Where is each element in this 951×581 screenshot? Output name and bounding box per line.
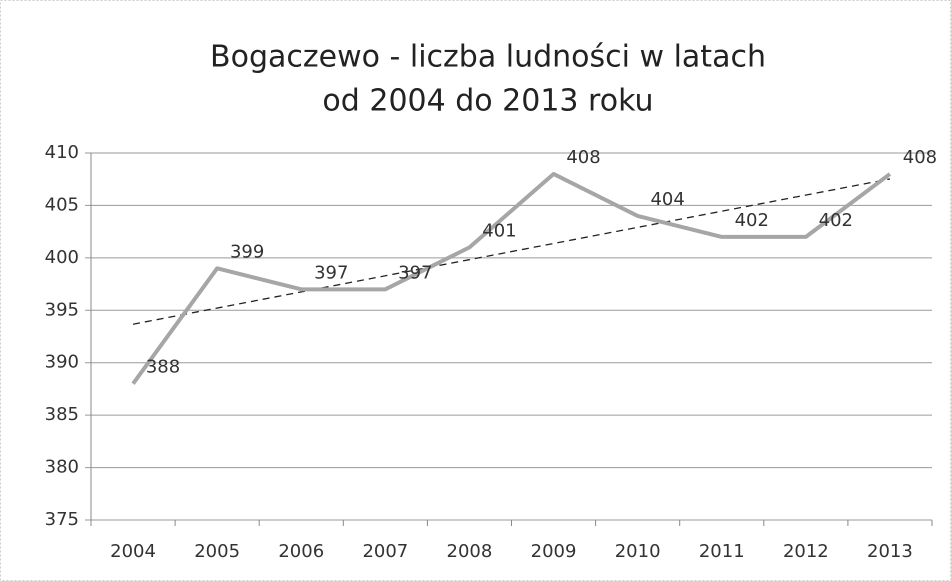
x-tick-label: 2009 — [531, 541, 577, 562]
y-tick-label: 395 — [45, 299, 79, 320]
x-tick-label: 2008 — [447, 541, 493, 562]
data-label: 397 — [314, 262, 348, 283]
chart-title: Bogaczewo - liczba ludności w latach — [210, 40, 766, 75]
y-tick-label: 400 — [45, 247, 79, 268]
y-tick-label: 375 — [45, 509, 79, 530]
y-tick-label: 385 — [45, 404, 79, 425]
data-label: 397 — [398, 262, 432, 283]
data-label: 402 — [735, 210, 769, 231]
x-tick-label: 2005 — [194, 541, 240, 562]
data-label: 401 — [482, 220, 516, 241]
x-tick-label: 2013 — [867, 541, 913, 562]
data-label: 404 — [650, 189, 684, 210]
data-label: 388 — [146, 357, 180, 378]
y-tick-label: 380 — [45, 457, 79, 478]
data-label: 399 — [230, 241, 264, 262]
data-label: 402 — [819, 210, 853, 231]
x-tick-label: 2012 — [783, 541, 829, 562]
x-tick-label: 2011 — [699, 541, 745, 562]
trend-line — [132, 178, 891, 325]
x-tick-label: 2004 — [110, 541, 156, 562]
y-tick-label: 405 — [45, 194, 79, 215]
chart-title: od 2004 do 2013 roku — [322, 84, 653, 119]
x-tick-label: 2006 — [278, 541, 324, 562]
data-label: 408 — [903, 147, 937, 168]
data-label: 408 — [566, 147, 600, 168]
x-tick-label: 2007 — [362, 541, 408, 562]
x-tick-label: 2010 — [615, 541, 661, 562]
y-tick-label: 390 — [45, 352, 79, 373]
line — [131, 171, 892, 385]
y-tick-label: 410 — [45, 142, 79, 163]
